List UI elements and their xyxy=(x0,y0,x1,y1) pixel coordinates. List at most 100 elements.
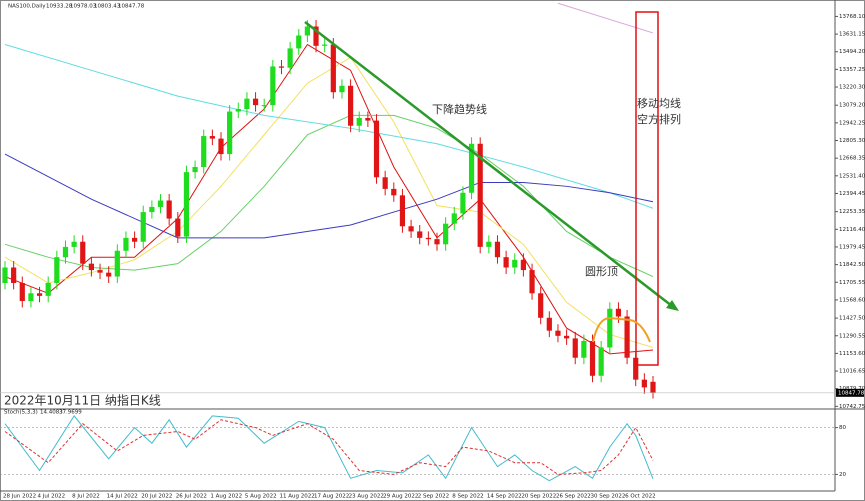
candle-body xyxy=(460,192,466,214)
y-tick-label: 12805.30 xyxy=(839,138,865,144)
x-tick-label: 14 Jul 2022 xyxy=(107,494,138,500)
candle-body xyxy=(296,35,302,49)
candle-body xyxy=(425,237,431,240)
candle-body xyxy=(494,241,501,258)
y-tick-label: 11842.50 xyxy=(839,262,865,268)
indicator-line xyxy=(4,415,654,482)
x-tick-label: 8 Sep 2022 xyxy=(452,494,483,500)
x-tick-label: 26 Sep 2022 xyxy=(556,494,591,500)
price-marker-label: 10847.78 xyxy=(838,390,865,396)
candle-body xyxy=(581,340,587,358)
candle-body xyxy=(339,85,345,93)
y-tick-label: 12531.40 xyxy=(839,173,865,179)
candle-body xyxy=(468,143,475,193)
candle-body xyxy=(140,212,146,242)
stoch-signal-value: 37.9699 xyxy=(59,410,82,416)
candle-body xyxy=(244,98,250,109)
y-tick-label: 13768.10 xyxy=(839,14,865,20)
candle-body xyxy=(356,118,362,126)
x-tick-label: 26 Jul 2022 xyxy=(176,494,207,500)
y-tick-label: 80 xyxy=(839,425,846,431)
candle-body xyxy=(114,250,120,277)
x-tick-label: 30 Sep 2022 xyxy=(591,494,626,500)
candle-body xyxy=(304,26,310,36)
x-tick-label: 20 Jul 2022 xyxy=(141,494,172,500)
x-tick-label: 20 Sep 2022 xyxy=(521,494,556,500)
y-tick-label: 12668.35 xyxy=(839,156,865,162)
candle-body xyxy=(486,241,492,247)
x-tick-label: 4 Jul 2022 xyxy=(38,494,66,500)
candle-body xyxy=(19,282,25,302)
candle-body xyxy=(235,108,241,112)
ma-label: 空方排列 xyxy=(637,112,681,126)
y-tick-label: 13631.15 xyxy=(839,32,865,38)
candle-body xyxy=(373,120,380,178)
candle-body xyxy=(62,246,69,258)
ma-label: 移动均线 xyxy=(637,96,681,110)
candle-body xyxy=(278,66,285,68)
candle-body xyxy=(624,316,630,358)
y-tick-label: 10742.75 xyxy=(839,404,865,410)
candle-body xyxy=(365,118,371,121)
candle-body xyxy=(417,231,423,238)
close-value: 10847.78 xyxy=(118,4,145,10)
candle-body xyxy=(330,44,336,93)
y-tick-label: 13079.20 xyxy=(839,103,865,109)
trend-label: 下降趋势线 xyxy=(432,102,487,116)
header: NAS100,Daily 10933.28 10978.03 10803.43 … xyxy=(8,4,145,10)
candle-body xyxy=(36,293,43,296)
symbol: NAS100,Daily xyxy=(8,4,46,10)
y-tick-label: 12116.40 xyxy=(839,227,865,233)
candle-body xyxy=(252,98,259,106)
drawings: 下降趋势线 圆形顶 移动均线 空方排列 2022年10月11日 纳指日K线 xyxy=(4,11,681,408)
x-tick-label: 14 Sep 2022 xyxy=(487,494,522,500)
candle-body xyxy=(443,223,449,245)
candle-body xyxy=(434,239,440,245)
y-tick-label: 12942.25 xyxy=(839,120,865,126)
indicator-line xyxy=(4,419,654,475)
low-value: 10803.43 xyxy=(94,4,121,10)
candle-body xyxy=(71,241,77,247)
candle-body xyxy=(201,136,207,167)
candle-body xyxy=(399,195,406,227)
candle-body xyxy=(564,335,570,339)
candle-body xyxy=(503,257,509,268)
x-tick-label: 23 Aug 2022 xyxy=(349,494,384,500)
x-tick-label: 2 Sep 2022 xyxy=(418,494,449,500)
candle-body xyxy=(80,241,86,264)
high-value: 10978.03 xyxy=(70,4,97,10)
y-tick-label: 13494.20 xyxy=(839,49,865,55)
candle-body xyxy=(132,237,138,242)
x-tick-label: 17 Aug 2022 xyxy=(314,494,349,500)
candle-body xyxy=(97,270,103,273)
stoch-main-value: 14.4083 xyxy=(40,410,63,416)
y-tick-label: 11979.45 xyxy=(839,244,865,250)
x-tick-label: 8 Jul 2022 xyxy=(72,494,100,500)
y-tick-label: 11290.55 xyxy=(839,333,865,339)
round-top xyxy=(592,316,651,343)
candle-body xyxy=(123,237,129,251)
x-tick-label: 28 Jun 2022 xyxy=(3,494,36,500)
trend-line xyxy=(304,21,673,307)
candle-body xyxy=(261,105,267,107)
y-tick-label: 20 xyxy=(839,472,846,478)
candle-body xyxy=(209,136,215,139)
candle-body xyxy=(382,177,388,189)
indicator-line xyxy=(4,153,654,239)
candle-body xyxy=(391,188,397,196)
candle-body xyxy=(322,44,328,46)
indicator-line xyxy=(557,2,654,34)
candle-body xyxy=(218,138,224,155)
candle-body xyxy=(106,272,112,277)
candle-body xyxy=(633,357,639,380)
y-tick-label: 12394.45 xyxy=(839,191,865,197)
candle-body xyxy=(607,308,613,348)
candle-body xyxy=(572,338,578,358)
candle-body xyxy=(313,26,319,46)
x-tick-label: 1 Aug 2022 xyxy=(210,494,242,500)
y-tick-label: 11427.50 xyxy=(839,316,865,322)
y-tick-label: 11153.60 xyxy=(839,351,865,357)
